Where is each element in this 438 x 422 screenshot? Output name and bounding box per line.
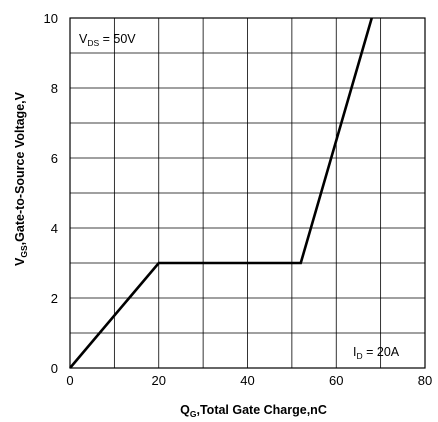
y-tick-label: 8 [51,81,58,96]
y-axis-title-rest: ,Gate-to-Source Voltage,V [13,91,27,245]
x-tick-label: 60 [329,373,343,388]
y-tick-label: 0 [51,361,58,376]
y-tick-label: 2 [51,291,58,306]
plot-frame [69,17,426,369]
y-tick-label: 6 [51,151,58,166]
id-annotation: ID = 20A [353,345,400,361]
gate-charge-curve [69,17,373,369]
y-axis-title-subscript: GS [19,245,29,258]
id-subscript: D [356,351,362,361]
y-tick-label: 4 [51,221,58,236]
vds-main: V [79,32,88,46]
vds-subscript: DS [87,38,99,48]
grid [70,18,425,368]
x-axis-title-main: Q [180,403,190,417]
y-axis-title: VGS,Gate-to-Source Voltage,V [13,91,29,266]
id-rest: = 20A [363,345,400,359]
x-tick-label: 0 [66,373,73,388]
y-tick-label: 10 [44,11,58,26]
x-axis-title-subscript: G [190,409,197,419]
vds-rest: = 50V [99,32,136,46]
id-main: I [353,345,356,359]
x-tick-label: 80 [418,373,432,388]
x-tick-label: 40 [240,373,254,388]
x-tick-labels: 0 20 40 60 80 [66,373,432,388]
y-axis-title-main: V [13,257,27,266]
x-axis-title: QG,Total Gate Charge,nC [180,403,327,419]
x-tick-label: 20 [152,373,166,388]
x-axis-title-rest: ,Total Gate Charge,nC [197,403,327,417]
vds-annotation: VDS = 50V [79,32,136,48]
y-tick-labels: 0 2 4 6 8 10 [44,11,58,376]
